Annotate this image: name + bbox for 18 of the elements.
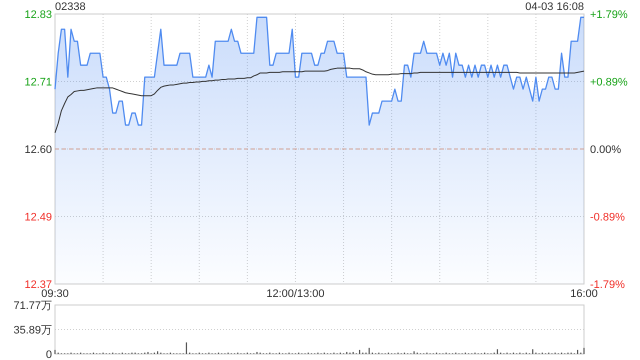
y-tick-label: 12.37 [24, 279, 52, 291]
y-tick-label: 12.60 [24, 144, 52, 156]
y-tick-label: 0 [46, 349, 52, 360]
y2-tick-label: -1.79% [590, 279, 626, 291]
text: 04-03 16:08 [525, 1, 584, 13]
x-tick-label: 12:00/13:00 [266, 288, 325, 300]
chart-title: 02338 [55, 1, 86, 13]
x-tick-label: 09:30 [41, 288, 69, 300]
y2-tick-label: 0.00% [590, 144, 622, 156]
y-tick-label: 71.77万 [13, 300, 52, 312]
y-tick-label: 35.89万 [13, 324, 52, 336]
y-tick-label: 12.49 [24, 212, 52, 224]
y-tick-label: 12.83 [24, 9, 52, 21]
y2-tick-label: -0.89% [590, 212, 626, 224]
y2-tick-label: +0.89% [590, 76, 628, 88]
x-tick-label: 16:00 [570, 288, 598, 300]
y-tick-label: 12.71 [24, 76, 52, 88]
y2-tick-label: +1.79% [590, 9, 628, 21]
